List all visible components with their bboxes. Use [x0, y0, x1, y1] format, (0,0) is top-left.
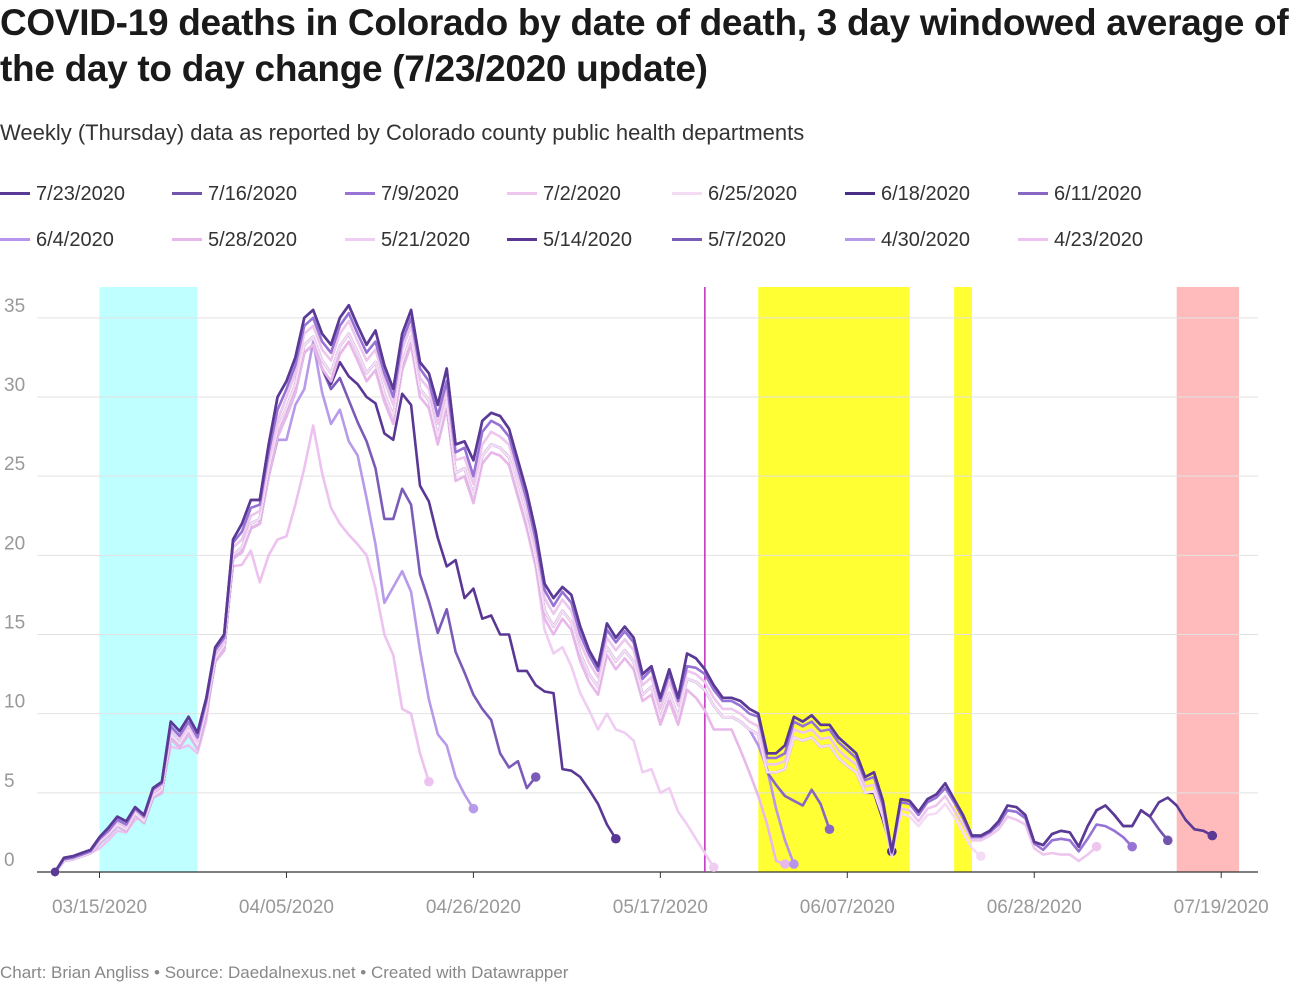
series-end-dot-4-23-2020: [424, 776, 434, 787]
series-end-dot-7-9-2020: [1127, 841, 1137, 852]
series-end-dot-7-23-2020: [1207, 830, 1218, 841]
series-line-5-28-2020: [53, 340, 787, 874]
legend-label: 6/25/2020: [708, 183, 797, 205]
legend-swatch: [172, 192, 202, 196]
legend-swatch: [672, 238, 702, 242]
legend-swatch: [0, 192, 30, 196]
x-tick-label-5: 06/28/2020: [987, 897, 1082, 918]
legend-item-7-23-2020: 7/23/2020: [0, 180, 125, 208]
legend-item-5-21-2020: 5/21/2020: [345, 226, 470, 254]
legend-label: 7/16/2020: [208, 183, 297, 205]
y-tick-label-30: 30: [4, 375, 25, 396]
shaded-range-3: [1176, 287, 1239, 872]
legend-label: 7/23/2020: [36, 183, 125, 205]
series-end-dot-6-11-2020: [824, 824, 835, 835]
legend-swatch: [1018, 238, 1048, 242]
series-line-4-23-2020: [53, 424, 431, 874]
x-tick-label-2: 04/26/2020: [426, 897, 521, 918]
legend-swatch: [672, 192, 702, 196]
legend-item-6-11-2020: 6/11/2020: [1018, 180, 1142, 208]
y-tick-label-15: 15: [4, 613, 25, 634]
x-tick-label-4: 06/07/2020: [800, 897, 895, 918]
legend-label: 6/18/2020: [881, 183, 970, 205]
y-tick-label-25: 25: [4, 454, 25, 475]
legend-label: 6/4/2020: [36, 229, 114, 251]
legend-swatch: [507, 192, 537, 196]
y-tick-label-5: 5: [4, 771, 15, 792]
legend-label: 5/14/2020: [543, 229, 632, 251]
line-chart: 0 5 10 15 20 25 30 35 03/15/2020 04/05/2020 04/26/…: [4, 287, 1269, 918]
legend-label: 5/7/2020: [708, 229, 786, 251]
legend-swatch: [845, 192, 875, 196]
y-tick-label-10: 10: [4, 692, 25, 713]
legend-label: 5/28/2020: [208, 229, 297, 251]
series-line-7-9-2020: [53, 311, 1134, 874]
series-lines: [50, 303, 1218, 877]
series-end-dot-7-2-2020: [1091, 841, 1102, 852]
series-line-7-16-2020: [53, 303, 1170, 874]
y-tick-label-0: 0: [4, 850, 15, 871]
series-end-dot-5-28-2020: [780, 859, 790, 869]
legend-label: 7/9/2020: [381, 183, 459, 205]
legend-swatch: [845, 238, 875, 242]
series-end-dot-6-25-2020: [976, 851, 986, 861]
legend-swatch: [345, 238, 375, 242]
y-tick-label-35: 35: [4, 296, 25, 317]
x-tick-label-6: 07/19/2020: [1174, 897, 1269, 918]
shaded-range-1: [758, 287, 910, 872]
series-end-dot-7-16-2020: [1162, 835, 1173, 846]
series-end-dot-6-4-2020: [789, 859, 799, 869]
legend-label: 4/30/2020: [881, 229, 970, 251]
shaded-ranges: [99, 287, 1239, 872]
x-tick-label-1: 04/05/2020: [239, 897, 334, 918]
chart-title: COVID-19 deaths in Colorado by date of d…: [0, 2, 1289, 89]
legend-swatch: [172, 238, 202, 242]
legend-item-6-18-2020: 6/18/2020: [845, 180, 970, 208]
legend-item-7-16-2020: 7/16/2020: [172, 180, 297, 208]
axes: 0 5 10 15 20 25 30 35 03/15/2020 04/05/2020 04/26/…: [4, 296, 1269, 918]
legend-label: 6/11/2020: [1054, 183, 1142, 205]
legend-swatch: [0, 238, 30, 242]
legend-item-7-9-2020: 7/9/2020: [345, 180, 459, 208]
series-start-dot-7-23-2020: [50, 867, 60, 877]
legend-label: 4/23/2020: [1054, 229, 1143, 251]
shaded-range-2: [954, 287, 972, 872]
chart-footer: Chart: Brian Angliss • Source: Daedalnex…: [0, 963, 569, 982]
legend-label: 7/2/2020: [543, 183, 621, 205]
legend-item-5-28-2020: 5/28/2020: [172, 226, 297, 254]
legend-swatch: [345, 192, 375, 196]
series-end-dot-5-21-2020: [708, 862, 719, 873]
shaded-range-0: [99, 287, 198, 872]
legend-item-6-4-2020: 6/4/2020: [0, 226, 114, 254]
series-end-dot-5-14-2020: [611, 833, 621, 844]
legend-swatch: [507, 238, 537, 242]
x-tick-label-3: 05/17/2020: [613, 897, 708, 918]
series-end-dot-4-30-2020: [468, 803, 479, 814]
legend-swatch: [1018, 192, 1048, 196]
y-tick-label-20: 20: [4, 533, 25, 554]
legend-label: 5/21/2020: [381, 229, 470, 251]
legend-item-6-25-2020: 6/25/2020: [672, 180, 797, 208]
series-end-dot-5-7-2020: [530, 772, 541, 782]
chart-subtitle: Weekly (Thursday) data as reported by Co…: [0, 120, 805, 145]
legend-item-5-14-2020: 5/14/2020: [507, 226, 632, 254]
legend-item-4-23-2020: 4/23/2020: [1018, 226, 1143, 254]
legend-item-4-30-2020: 4/30/2020: [845, 226, 970, 254]
legend-item-5-7-2020: 5/7/2020: [672, 226, 786, 254]
legend-item-7-2-2020: 7/2/2020: [507, 180, 621, 208]
x-tick-label-0: 03/15/2020: [52, 897, 147, 918]
gridlines: [37, 317, 1258, 873]
series-line-7-23-2020: [53, 303, 1214, 874]
